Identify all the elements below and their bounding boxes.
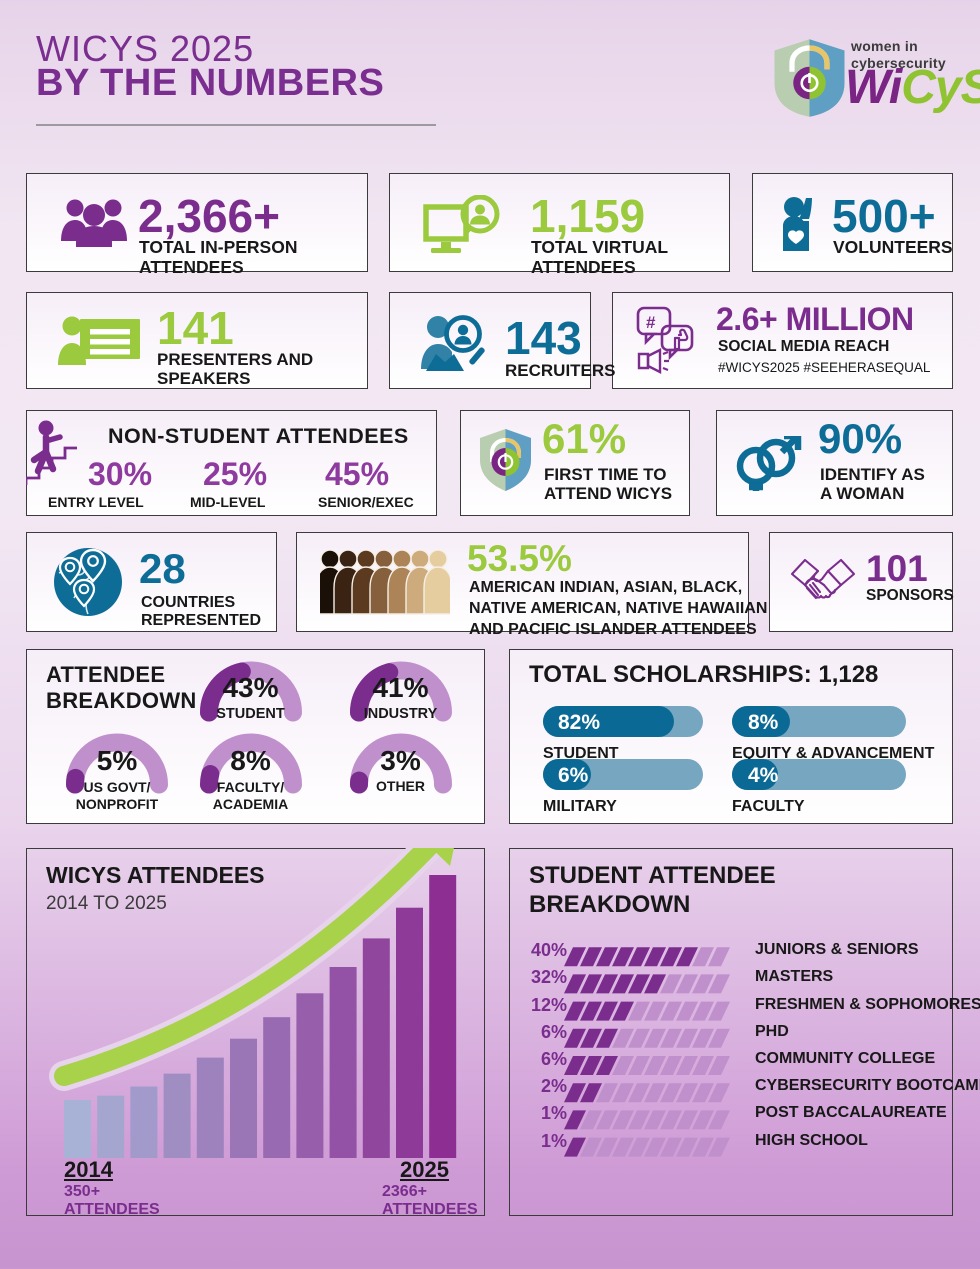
svg-text:#: # [646,313,656,332]
